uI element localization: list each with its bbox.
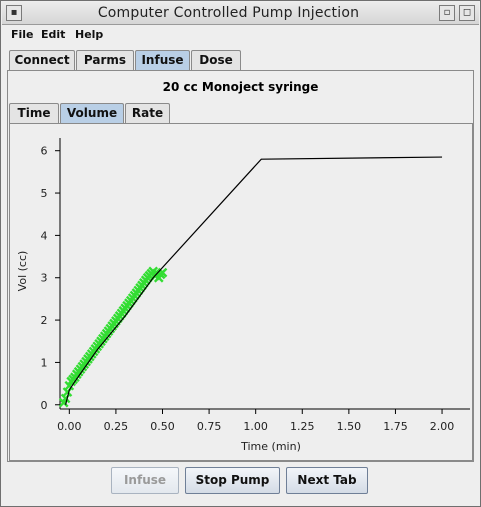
chart-axes: 0.00 0.25 0.50 0.75 1.00 1.25 1.50 1.75 2.00 0 1 2 3… [41,138,470,433]
y-tick-label: 0 [41,399,48,412]
menu-bar: File Edit Help [2,25,479,45]
y-tick-label: 5 [41,187,48,200]
next-tab-button[interactable]: Next Tab [286,467,368,494]
maximize-icon[interactable]: ◻ [459,5,475,21]
tab-dose[interactable]: Dose [191,50,241,71]
menu-file[interactable]: File [11,28,34,41]
tab-connect[interactable]: Connect [9,50,75,71]
title-bar[interactable]: ▪ Computer Controlled Pump Injection ▫ ◻ [2,2,479,25]
x-tick-label: 2.00 [430,420,455,433]
tab-rate[interactable]: Rate [125,103,170,124]
minimize-icon[interactable]: ▫ [439,5,455,21]
stop-pump-button[interactable]: Stop Pump [185,467,280,494]
y-tick-label: 2 [41,314,48,327]
infuse-button[interactable]: Infuse [111,467,179,494]
menu-help[interactable]: Help [75,28,104,41]
volume-chart: 0.00 0.25 0.50 0.75 1.00 1.25 1.50 1.75 2.00 0 1 2 3… [16,138,470,453]
x-tick-label: 0.75 [197,420,222,433]
chart-panel: 0.00 0.25 0.50 0.75 1.00 1.25 1.50 1.75 2.00 0 1 2 3… [9,123,473,461]
series-line [65,156,443,405]
window-title: Computer Controlled Pump Injection [97,5,360,21]
x-tick-label: 1.75 [383,420,408,433]
x-tick-label: 0.50 [150,420,175,433]
x-tick-label: 1.00 [243,420,268,433]
chart-marks [58,156,443,408]
tab-infuse[interactable]: Infuse [135,50,190,71]
y-tick-label: 3 [41,272,48,285]
tab-parms[interactable]: Parms [76,50,134,71]
x-tick-label: 0.00 [57,420,82,433]
x-tick-label: 0.25 [104,420,129,433]
syringe-label: 20 cc Monoject syringe [162,80,319,94]
tab-volume[interactable]: Volume [60,103,124,124]
x-tick-label: 1.50 [337,420,362,433]
x-tick-label: 1.25 [290,420,315,433]
menu-edit[interactable]: Edit [41,28,66,41]
y-tick-label: 1 [41,356,48,369]
tab-time[interactable]: Time [9,103,59,124]
y-tick-label: 6 [41,145,48,158]
y-tick-label: 4 [41,229,48,242]
y-axis-label: Vol (cc) [16,251,29,292]
x-axis-label: Time (min) [240,440,301,453]
window-menu-icon[interactable]: ▪ [6,5,22,21]
